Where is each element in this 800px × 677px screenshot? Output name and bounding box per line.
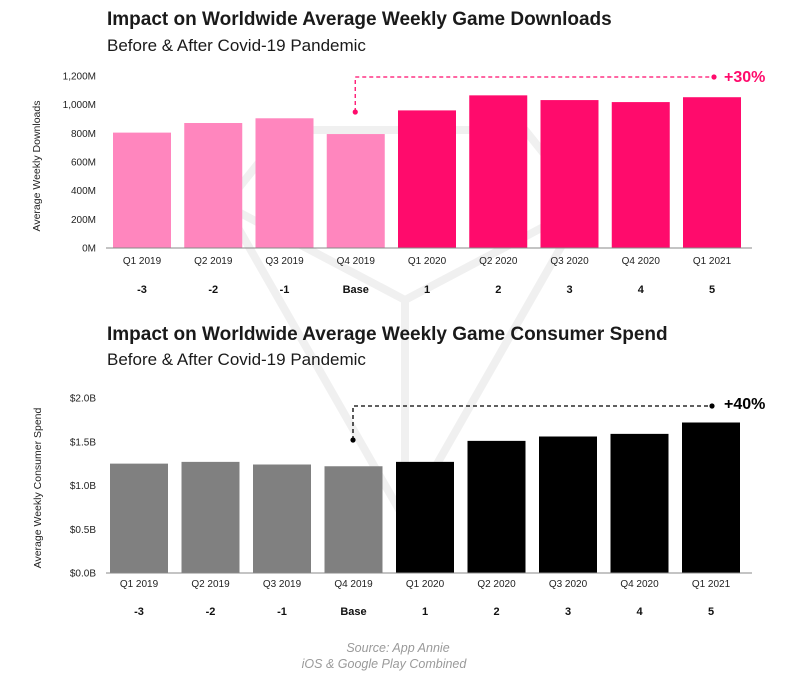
spend-bar — [253, 464, 311, 573]
spend-x-tick-label: Q1 2021 — [692, 579, 731, 590]
downloads-bar — [326, 134, 385, 248]
spend-change-annotation: +40% — [350, 396, 765, 443]
spend-y-tick-label: $0.0B — [70, 569, 96, 580]
downloads-x-tick-label: Q1 2021 — [693, 256, 732, 267]
spend-x-tick-label: Q4 2019 — [334, 579, 373, 590]
spend-period-label: -1 — [277, 606, 287, 618]
spend-y-axis-label: Average Weekly Consumer Spend — [32, 407, 44, 568]
downloads-bar — [184, 123, 243, 248]
downloads-change-label: +30% — [724, 69, 765, 86]
spend-period-labels: -3 -2 -1 Base 1 2 3 4 5 — [134, 606, 714, 618]
spend-y-tick-label: $1.5B — [70, 437, 96, 448]
downloads-x-tick-label: Q2 2019 — [194, 256, 233, 267]
spend-x-tick-label: Q3 2020 — [549, 579, 588, 590]
downloads-period-label: 5 — [709, 284, 715, 296]
spend-bar — [610, 433, 669, 573]
spend-bars — [110, 422, 740, 573]
downloads-period-label: -3 — [137, 284, 147, 296]
downloads-x-tick-label: Q2 2020 — [479, 256, 518, 267]
spend-period-label: Base — [340, 606, 366, 618]
downloads-change-annotation: +30% — [352, 69, 765, 115]
downloads-period-label: Base — [343, 284, 369, 296]
spend-chart: Impact on Worldwide Average Weekly Game … — [32, 324, 765, 618]
downloads-x-tick-label: Q4 2020 — [622, 256, 661, 267]
spend-annotation-dot-end — [709, 403, 715, 409]
spend-chart-subtitle: Before & After Covid-19 Pandemic — [107, 350, 366, 369]
spend-bar — [396, 461, 454, 573]
spend-annotation-line — [352, 405, 712, 440]
downloads-chart: Impact on Worldwide Average Weekly Game … — [31, 9, 765, 296]
downloads-x-tick-label: Q4 2019 — [337, 256, 376, 267]
spend-chart-title: Impact on Worldwide Average Weekly Game … — [107, 324, 668, 345]
spend-y-ticks: $0.0B $0.5B $1.0B $1.5B $2.0B — [70, 394, 96, 580]
downloads-x-tick-label: Q1 2019 — [123, 256, 162, 267]
downloads-period-label: 3 — [566, 284, 572, 296]
spend-x-tick-label: Q3 2019 — [263, 579, 302, 590]
source-line-2: iOS & Google Play Combined — [302, 657, 468, 671]
spend-bar — [539, 436, 597, 573]
downloads-period-label: 1 — [424, 284, 430, 296]
spend-period-label: 5 — [708, 606, 714, 618]
spend-x-tick-label: Q2 2019 — [191, 579, 230, 590]
spend-x-ticks: Q1 2019 Q2 2019 Q3 2019 Q4 2019 Q1 2020 Q2 20… — [120, 579, 731, 590]
source-line-1: Source: App Annie — [346, 641, 449, 655]
spend-y-tick-label: $0.5B — [70, 525, 96, 536]
spend-period-label: -3 — [134, 606, 144, 618]
spend-change-label: +40% — [724, 396, 765, 413]
spend-bar — [682, 422, 740, 573]
downloads-y-tick-label: 400M — [71, 186, 96, 197]
downloads-y-axis-label: Average Weekly Downloads — [31, 101, 43, 232]
downloads-annotation-line — [354, 76, 714, 112]
downloads-y-tick-label: 1,000M — [63, 100, 96, 111]
spend-y-tick-label: $2.0B — [70, 394, 96, 405]
downloads-chart-subtitle: Before & After Covid-19 Pandemic — [107, 36, 366, 55]
downloads-annotation-dot-end — [711, 74, 717, 80]
downloads-y-tick-label: 1,200M — [63, 72, 96, 83]
downloads-x-tick-label: Q1 2020 — [408, 256, 447, 267]
spend-x-tick-label: Q2 2020 — [477, 579, 516, 590]
spend-annotation-dot-start — [350, 437, 356, 443]
spend-x-tick-label: Q4 2020 — [620, 579, 659, 590]
spend-bar — [110, 463, 168, 573]
downloads-period-label: 2 — [495, 284, 501, 296]
spend-x-tick-label: Q1 2019 — [120, 579, 159, 590]
downloads-y-tick-label: 600M — [71, 158, 96, 169]
spend-period-label: -2 — [206, 606, 216, 618]
downloads-x-ticks: Q1 2019 Q2 2019 Q3 2019 Q4 2019 Q1 2020 Q2 20… — [123, 256, 732, 267]
downloads-bar — [469, 95, 528, 248]
downloads-bar — [113, 132, 171, 248]
spend-bar — [467, 440, 526, 573]
spend-x-tick-label: Q1 2020 — [406, 579, 445, 590]
spend-period-label: 2 — [493, 606, 499, 618]
downloads-period-label: -1 — [280, 284, 290, 296]
downloads-y-ticks: 0M 200M 400M 600M 800M 1,000M 1,200M — [63, 72, 96, 255]
downloads-y-tick-label: 200M — [71, 215, 96, 226]
downloads-period-labels: -3 -2 -1 Base 1 2 3 4 5 — [137, 284, 715, 296]
downloads-x-tick-label: Q3 2020 — [550, 256, 589, 267]
downloads-y-tick-label: 800M — [71, 129, 96, 140]
downloads-bar — [683, 97, 741, 248]
downloads-annotation-dot-start — [352, 109, 358, 115]
spend-period-label: 3 — [565, 606, 571, 618]
downloads-bar — [255, 118, 314, 249]
downloads-chart-title: Impact on Worldwide Average Weekly Game … — [107, 9, 612, 30]
spend-y-tick-label: $1.0B — [70, 481, 96, 492]
downloads-period-label: 4 — [638, 284, 645, 296]
spend-bar — [324, 466, 383, 573]
downloads-period-label: -2 — [208, 284, 218, 296]
downloads-x-tick-label: Q3 2019 — [265, 256, 304, 267]
spend-bar — [181, 461, 240, 573]
downloads-bar — [398, 110, 456, 249]
downloads-y-tick-label: 0M — [82, 244, 96, 255]
downloads-bar — [611, 102, 670, 248]
downloads-bars — [113, 95, 741, 249]
spend-period-label: 4 — [636, 606, 643, 618]
spend-period-label: 1 — [422, 606, 428, 618]
downloads-bar — [540, 100, 599, 248]
